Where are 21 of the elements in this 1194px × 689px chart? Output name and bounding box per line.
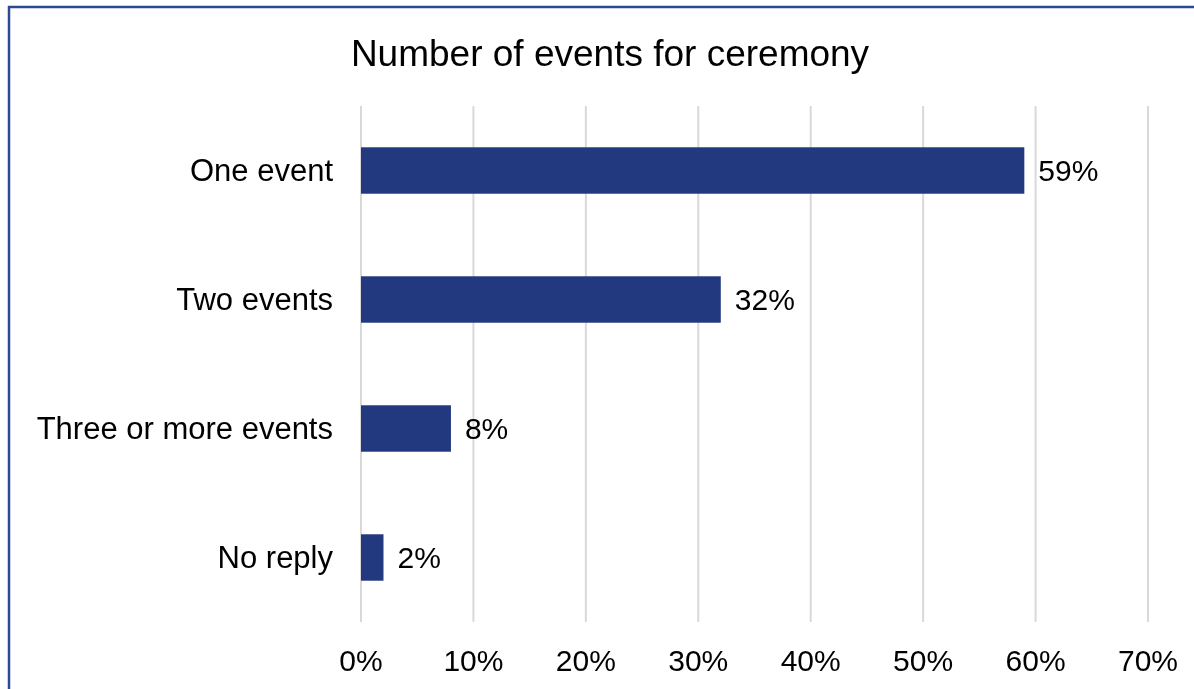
x-tick-label: 70% [1117, 644, 1179, 677]
y-tick-label: Three or more events [36, 411, 333, 447]
data-label: 2% [397, 541, 441, 574]
bar [361, 405, 451, 452]
x-tick-label: 50% [893, 644, 954, 677]
data-label: 32% [734, 283, 795, 316]
bar [361, 276, 721, 323]
x-tick-label: 40% [780, 644, 841, 677]
data-label: 59% [1038, 154, 1099, 187]
bar [361, 534, 384, 581]
x-tick-label: 30% [668, 644, 729, 677]
y-tick-label: One event [189, 153, 334, 189]
x-tick-label: 10% [443, 644, 504, 677]
x-tick-label: 0% [339, 644, 383, 677]
x-tick-label: 20% [555, 644, 616, 677]
x-tick-label: 60% [1005, 644, 1066, 677]
chart-title: Number of events for ceremony [350, 33, 870, 74]
y-tick-label: Two events [176, 282, 333, 318]
bar [361, 147, 1025, 194]
y-tick-label: No reply [217, 540, 334, 576]
data-label: 8% [464, 412, 509, 445]
